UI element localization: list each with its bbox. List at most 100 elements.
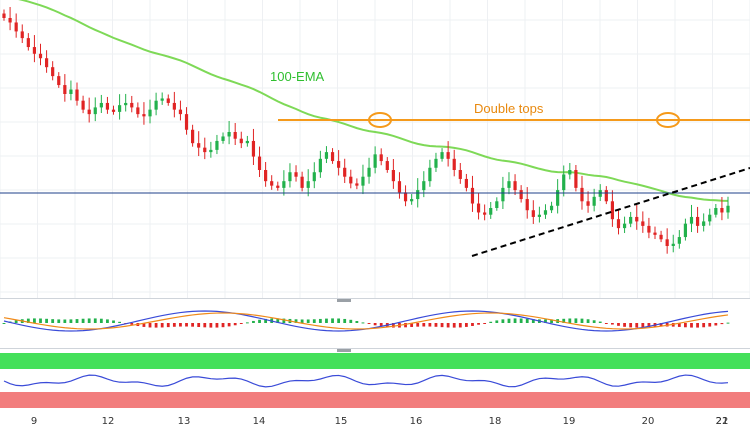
- candle-body: [20, 31, 24, 39]
- candle-body: [635, 216, 639, 222]
- macd-bar: [568, 318, 572, 323]
- macd-bar: [148, 323, 152, 328]
- candle-body: [629, 216, 633, 224]
- candle-body: [416, 190, 420, 200]
- x-tick-label: 19: [563, 416, 576, 427]
- macd-bar: [647, 323, 651, 328]
- candle-body: [568, 170, 572, 175]
- x-tick-label: 18: [489, 416, 502, 427]
- candle-body: [519, 190, 523, 200]
- candle-body: [32, 47, 37, 54]
- macd-bar: [51, 319, 55, 323]
- macd-bar: [702, 323, 706, 328]
- macd-bar: [130, 323, 134, 325]
- macd-bar: [641, 323, 645, 328]
- candle-body: [294, 172, 298, 177]
- macd-bar: [233, 323, 237, 326]
- macd-bar: [611, 323, 614, 325]
- macd-bar: [464, 323, 468, 327]
- macd-bar: [501, 319, 505, 323]
- macd-bar: [696, 323, 699, 328]
- candle-body: [513, 181, 517, 191]
- macd-bar: [2, 323, 6, 324]
- macd-bar: [531, 319, 535, 323]
- macd-bar: [434, 323, 438, 327]
- macd-bar: [14, 320, 18, 323]
- candle-body: [69, 89, 73, 94]
- macd-bar: [33, 318, 36, 323]
- macd-bar: [659, 323, 663, 327]
- candle-body: [343, 167, 347, 177]
- candle-body: [105, 102, 110, 110]
- macd-bar: [185, 323, 188, 327]
- candle-body: [708, 214, 712, 222]
- candle-body: [616, 219, 621, 229]
- candle-body: [251, 140, 256, 157]
- macd-bar: [63, 319, 67, 323]
- candle-body: [440, 152, 444, 159]
- macd-bar: [258, 319, 261, 323]
- candle-body: [306, 181, 310, 188]
- candle-body: [410, 199, 414, 202]
- macd-bar: [483, 323, 487, 324]
- macd-bar: [294, 319, 298, 323]
- macd-bar: [45, 318, 48, 323]
- ema-label: 100-EMA: [270, 69, 325, 84]
- macd-bar: [471, 323, 474, 326]
- candle-body: [215, 140, 219, 150]
- candle-body: [178, 109, 183, 115]
- macd-bar: [337, 318, 341, 323]
- macd-bar: [452, 323, 456, 328]
- candle-body: [574, 170, 578, 188]
- macd-bar: [525, 318, 529, 323]
- double-tops-label: Double tops: [474, 101, 544, 116]
- x-tick-label: 15: [335, 416, 348, 427]
- rsi-oversold-band: [0, 392, 750, 408]
- candle-body: [610, 201, 615, 220]
- candle-body: [355, 183, 359, 186]
- candle-body: [720, 208, 724, 213]
- macd-bar: [306, 319, 310, 323]
- x-tick-label: 14: [253, 416, 266, 427]
- macd-bar: [513, 318, 517, 323]
- x-tick-label: 13: [178, 416, 191, 427]
- candle-body: [99, 102, 103, 108]
- candle-body: [592, 196, 596, 206]
- macd-bar: [221, 323, 225, 328]
- candle-body: [81, 100, 85, 110]
- macd-bar: [75, 319, 79, 323]
- macd-bar: [422, 323, 426, 327]
- macd-bar: [179, 323, 182, 327]
- candle-body: [282, 181, 286, 188]
- macd-bar: [562, 318, 566, 323]
- candle-body: [677, 237, 681, 244]
- macd-bar: [252, 320, 255, 323]
- macd-bar: [166, 323, 170, 328]
- candle-body: [495, 201, 499, 208]
- candle-body: [373, 154, 377, 168]
- top-2-marker: [656, 112, 680, 128]
- candles-group: [2, 7, 730, 254]
- candle-body: [136, 107, 140, 115]
- candle-body: [239, 138, 243, 144]
- macd-bar: [197, 323, 201, 327]
- candle-body: [726, 205, 730, 213]
- candle-body: [330, 152, 335, 162]
- macd-bar: [477, 323, 480, 325]
- candle-body: [38, 53, 43, 59]
- signal-line: [3, 312, 729, 330]
- candle-body: [562, 174, 566, 191]
- candle-body: [191, 129, 195, 144]
- macd-bar: [404, 323, 407, 328]
- candle-body: [483, 212, 487, 215]
- macd-bar: [99, 318, 103, 323]
- candle-body: [63, 85, 67, 94]
- candle-body: [647, 225, 651, 233]
- macd-bar: [282, 318, 286, 323]
- macd-bar: [87, 318, 91, 323]
- macd-bar: [239, 323, 243, 324]
- candle-body: [671, 243, 675, 246]
- x-tick-label: 22: [716, 416, 729, 427]
- macd-bar: [489, 321, 493, 323]
- candle-body: [337, 161, 341, 168]
